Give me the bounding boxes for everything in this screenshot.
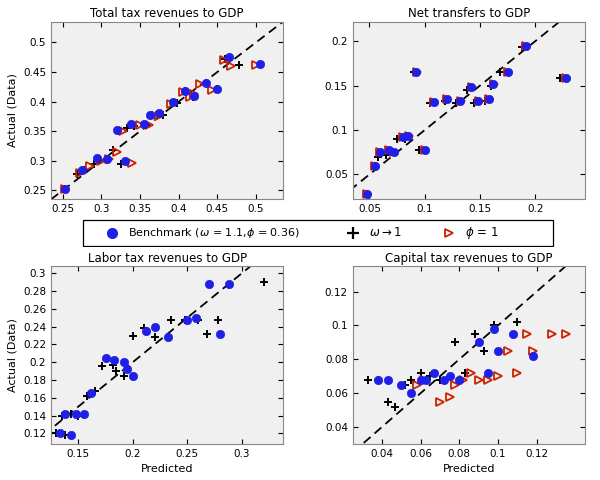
Title: Capital tax revenues to GDP: Capital tax revenues to GDP <box>385 252 553 265</box>
Y-axis label: Actual (Data): Actual (Data) <box>7 73 17 147</box>
Title: Labor tax revenues to GDP: Labor tax revenues to GDP <box>88 252 247 265</box>
X-axis label: Predicted: Predicted <box>443 465 495 474</box>
Text: $\phi$ = 1: $\phi$ = 1 <box>465 225 498 241</box>
Text: Benchmark ($\omega$ = 1.1,$\phi$ = 0.36): Benchmark ($\omega$ = 1.1,$\phi$ = 0.36) <box>128 226 301 240</box>
Title: Net transfers to GDP: Net transfers to GDP <box>408 7 530 21</box>
FancyBboxPatch shape <box>83 220 553 246</box>
Y-axis label: Actual (Data): Actual (Data) <box>7 318 17 392</box>
Title: Total tax revenues to GDP: Total tax revenues to GDP <box>91 7 244 21</box>
X-axis label: Predicted: Predicted <box>141 465 193 474</box>
Text: $\omega \rightarrow 1$: $\omega \rightarrow 1$ <box>369 226 401 240</box>
